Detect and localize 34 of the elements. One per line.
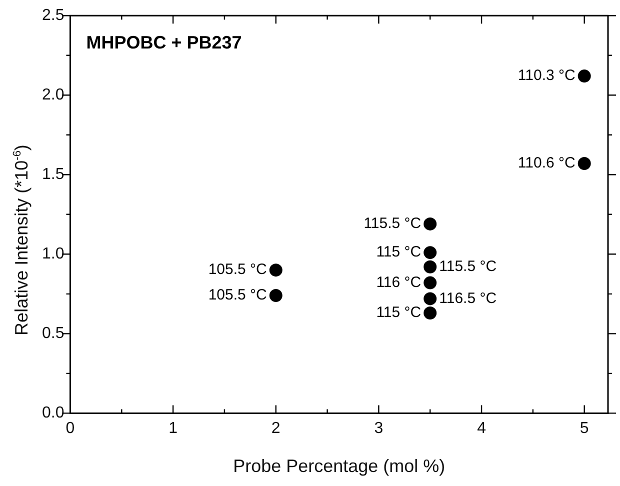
y-tick-label: 1.5 bbox=[42, 166, 64, 184]
point bbox=[424, 306, 437, 320]
point bbox=[578, 157, 591, 170]
point bbox=[424, 292, 437, 306]
annotation: 110.3 °C bbox=[518, 67, 576, 84]
point bbox=[269, 264, 282, 277]
x-tick-label: 2 bbox=[271, 420, 280, 438]
point bbox=[578, 70, 591, 83]
x-tick-label: 4 bbox=[477, 420, 486, 438]
annotation: 110.6 °C bbox=[518, 154, 576, 172]
y-tick-label: 2.5 bbox=[42, 7, 64, 24]
point bbox=[269, 289, 282, 302]
point bbox=[424, 217, 437, 230]
annotation: 115 °C bbox=[376, 304, 422, 322]
point bbox=[424, 276, 437, 290]
annotation: 116 °C bbox=[376, 274, 422, 291]
y-tick-label: 0.0 bbox=[42, 404, 64, 422]
y-tick-label: 0.5 bbox=[42, 325, 64, 342]
y-tick-label: 1.0 bbox=[42, 246, 64, 263]
x-tick-label: 5 bbox=[580, 420, 589, 438]
point bbox=[424, 260, 437, 274]
x-tick-label: 1 bbox=[168, 420, 178, 438]
text: MHPOBC + PB237 bbox=[86, 32, 242, 53]
y-tick-label: 2.0 bbox=[42, 86, 64, 104]
annotation: 116.5 °C bbox=[439, 290, 497, 307]
annotation: 105.5 °C bbox=[208, 261, 268, 278]
x-tick-label: 0 bbox=[66, 420, 75, 438]
x-axis-title: Probe Percentage (mol %) bbox=[233, 456, 446, 476]
annotation: 115.5 °C bbox=[364, 215, 422, 232]
point bbox=[424, 246, 437, 260]
annotation: 115 °C bbox=[376, 244, 422, 261]
x-tick-label: 3 bbox=[374, 420, 384, 438]
annotation: 115.5 °C bbox=[439, 258, 497, 276]
annotation: 105.5 °C bbox=[208, 286, 268, 304]
